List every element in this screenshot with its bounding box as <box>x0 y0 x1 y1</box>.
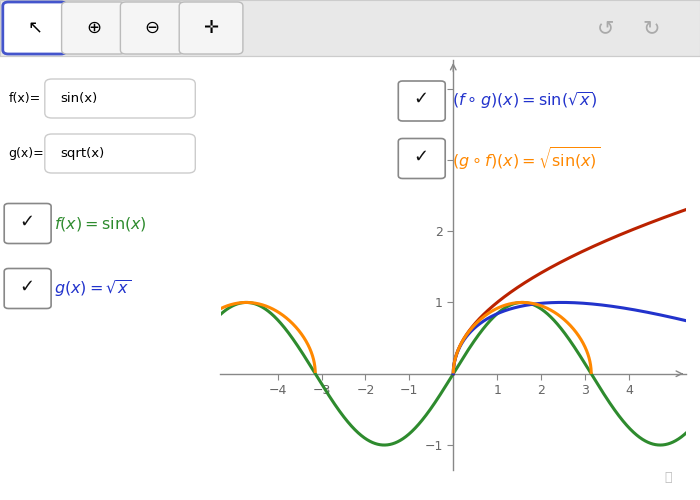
Text: f(x)=: f(x)= <box>8 92 41 105</box>
Text: ↺: ↺ <box>596 18 615 38</box>
Text: $g(x) = \sqrt{x}$: $g(x) = \sqrt{x}$ <box>54 278 132 299</box>
Text: sqrt(x): sqrt(x) <box>60 147 104 160</box>
Text: ✓: ✓ <box>414 90 428 108</box>
Text: ↖: ↖ <box>27 19 42 37</box>
Text: g(x)=: g(x)= <box>8 147 44 160</box>
Text: sin(x): sin(x) <box>60 92 97 105</box>
Text: ⊕: ⊕ <box>86 19 101 37</box>
Text: ⛶: ⛶ <box>665 471 672 484</box>
Text: $(f \circ g)(x) = \sin(\sqrt{x})$: $(f \circ g)(x) = \sin(\sqrt{x})$ <box>452 90 597 112</box>
Text: ⊖: ⊖ <box>145 19 160 37</box>
Text: $(g \circ f)(x) = \sqrt{\sin(x)}$: $(g \circ f)(x) = \sqrt{\sin(x)}$ <box>452 145 600 172</box>
Text: ↻: ↻ <box>643 18 659 38</box>
Text: ✛: ✛ <box>204 19 218 37</box>
Text: ✓: ✓ <box>20 278 34 295</box>
Text: ✓: ✓ <box>414 148 428 166</box>
Text: $f(x) = \sin(x)$: $f(x) = \sin(x)$ <box>54 214 147 232</box>
Text: ✓: ✓ <box>20 212 34 230</box>
